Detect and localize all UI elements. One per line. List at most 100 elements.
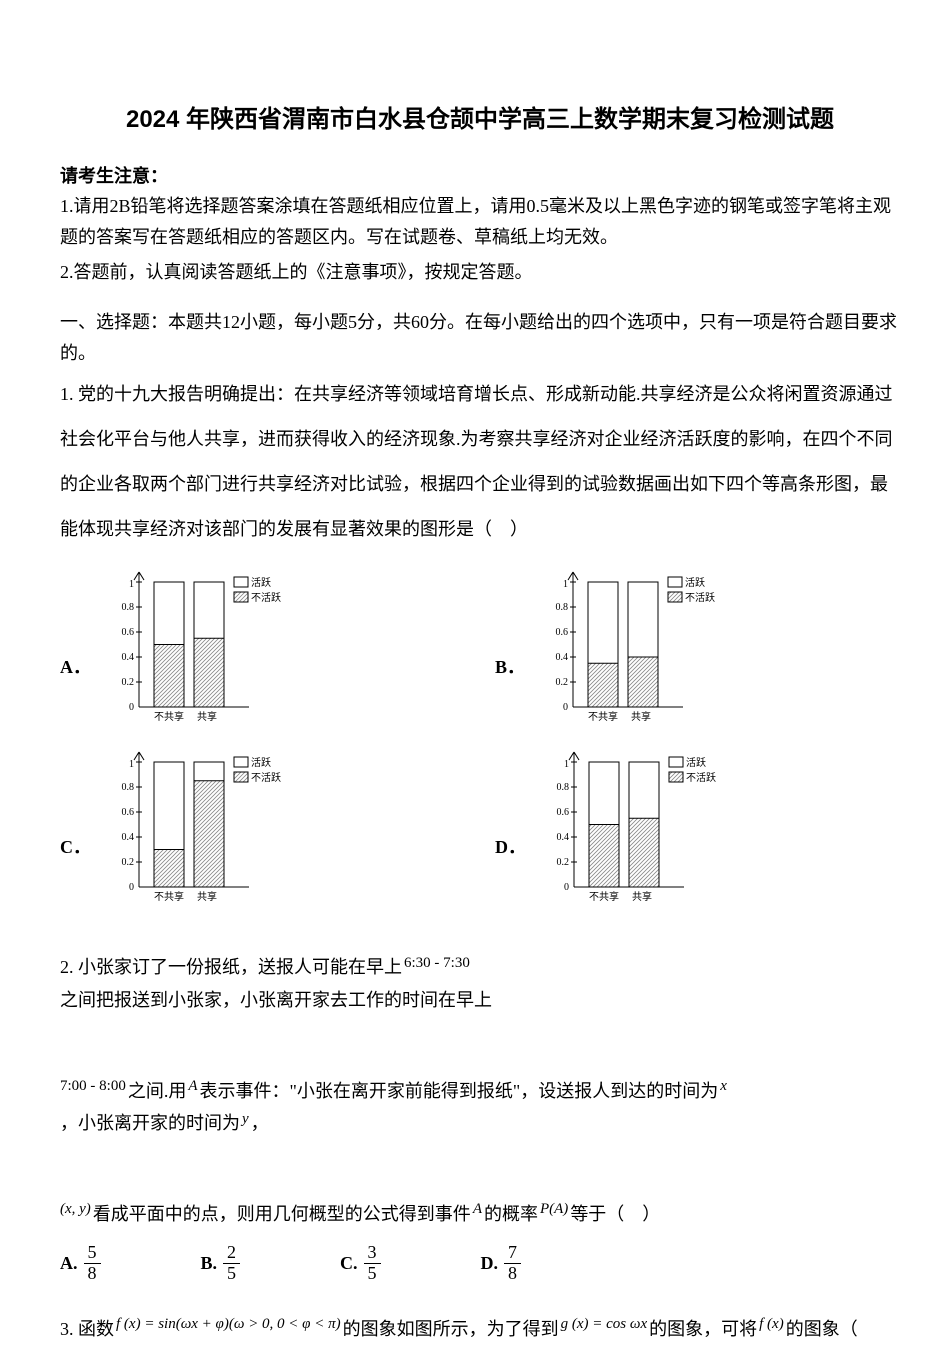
page-title: 2024 年陕西省渭南市白水县仓颉中学高三上数学期末复习检测试题 — [60, 100, 900, 141]
q3-suffix: 的图象（ — [786, 1314, 858, 1345]
q2-prefix1: 2. 小张家订了一份报纸，送报人可能在早上 — [60, 952, 402, 983]
svg-text:0.6: 0.6 — [122, 807, 135, 818]
q3-mid1: 的图象如图所示，为了得到 — [343, 1314, 559, 1345]
q2-pA: P(A) — [540, 1197, 568, 1223]
q2-opt-c-den: 5 — [364, 1264, 381, 1284]
q2-option-c: C. 3 5 — [340, 1243, 381, 1284]
svg-text:0.6: 0.6 — [557, 807, 570, 818]
q1-text: 1. 党的十九大报告明确提出：在共享经济等领域培育增长点、形成新动能.共享经济是… — [60, 372, 900, 552]
svg-text:活跃: 活跃 — [251, 757, 271, 769]
q1-charts: A． 0 0.2 0.4 0.6 0.8 1 — [60, 562, 900, 912]
q2-varX: x — [720, 1074, 727, 1100]
svg-text:活跃: 活跃 — [251, 577, 271, 589]
question-2: 2. 小张家订了一份报纸，送报人可能在早上 6:30 - 7:30 之间把报送到… — [60, 952, 900, 1284]
svg-text:共享: 共享 — [197, 710, 217, 723]
svg-text:活跃: 活跃 — [685, 577, 705, 589]
svg-text:0: 0 — [563, 702, 568, 713]
q3-prefix: 3. 函数 — [60, 1314, 114, 1345]
q2-opt-b-label: B. — [201, 1248, 218, 1279]
svg-text:0.2: 0.2 — [557, 857, 570, 868]
svg-text:不共享: 不共享 — [154, 890, 184, 903]
svg-text:共享: 共享 — [631, 710, 651, 723]
chart-label-c: C． — [60, 832, 91, 863]
svg-text:0.2: 0.2 — [556, 677, 569, 688]
svg-text:不活跃: 不活跃 — [251, 772, 281, 784]
question-1: 1. 党的十九大报告明确提出：在共享经济等领域培育增长点、形成新动能.共享经济是… — [60, 372, 900, 912]
svg-text:不活跃: 不活跃 — [251, 592, 281, 604]
q3-mid2: 的图象，可将 — [649, 1314, 757, 1345]
svg-text:0: 0 — [129, 702, 134, 713]
q2-option-b: B. 2 5 — [201, 1243, 241, 1284]
svg-text:0.2: 0.2 — [122, 857, 135, 868]
chart-c: 00.20.4 0.60.81 活跃 不活跃 不共享共享 — [99, 742, 319, 912]
q2-mid6: 的概率 — [484, 1199, 538, 1230]
svg-text:不活跃: 不活跃 — [686, 772, 716, 784]
q2-mid4: ，小张离开家的时间为 — [60, 1108, 240, 1139]
q2-mid5: 看成平面中的点，则用几何概型的公式得到事件 — [93, 1199, 471, 1230]
q2-opt-a-num: 5 — [84, 1243, 101, 1264]
svg-text:不共享: 不共享 — [588, 710, 618, 723]
svg-text:0.4: 0.4 — [122, 832, 135, 843]
chart-item-a: A． 0 0.2 0.4 0.6 0.8 1 — [60, 562, 465, 732]
q2-opt-a-label: A. — [60, 1248, 78, 1279]
chart-label-d: D． — [495, 832, 526, 863]
q2-opt-d-num: 7 — [504, 1243, 521, 1264]
svg-text:共享: 共享 — [632, 890, 652, 903]
notice-2: 2.答题前，认真阅读答题纸上的《注意事项》，按规定答题。 — [60, 257, 900, 288]
chart-label-b: B． — [495, 652, 525, 683]
svg-text:活跃: 活跃 — [686, 757, 706, 769]
question-3: 3. 函数 f (x) = sin(ωx + φ)(ω > 0, 0 < φ <… — [60, 1314, 900, 1345]
q2-mid3: 表示事件："小张在离开家前能得到报纸"，设送报人到达的时间为 — [200, 1076, 719, 1107]
svg-text:1: 1 — [563, 579, 568, 590]
svg-text:0.8: 0.8 — [556, 602, 569, 613]
svg-text:0.2: 0.2 — [122, 677, 135, 688]
svg-text:1: 1 — [129, 579, 134, 590]
chart-item-c: C． 00.20.4 0.60.81 — [60, 742, 465, 912]
svg-text:0.4: 0.4 — [122, 652, 135, 663]
section-header: 一、选择题：本题共12小题，每小题5分，共60分。在每小题给出的四个选项中，只有… — [60, 307, 900, 368]
q2-suffix1: 之间把报送到小张家，小张离开家去工作的时间在早上 — [60, 985, 492, 1016]
q3-g1: g (x) = cos ωx — [561, 1312, 648, 1338]
q2-option-d: D. 7 8 — [481, 1243, 522, 1284]
q2-varA2: A — [473, 1197, 482, 1223]
q2-opt-d-label: D. — [481, 1248, 499, 1279]
q2-opt-b-den: 5 — [223, 1264, 240, 1284]
chart-item-b: B． 0 0.2 0.4 0.6 0.8 1 — [495, 562, 900, 732]
q2-comma: ， — [251, 1108, 269, 1139]
q2-opt-b-num: 2 — [223, 1243, 240, 1264]
q2-opt-d-den: 8 — [504, 1264, 521, 1284]
svg-text:0: 0 — [564, 882, 569, 893]
q2-opt-c-label: C. — [340, 1248, 358, 1279]
chart-item-d: D． 0 0.2 0.4 0.6 0.8 1 — [495, 742, 900, 912]
svg-text:0.8: 0.8 — [557, 782, 570, 793]
svg-text:不活跃: 不活跃 — [685, 592, 715, 604]
svg-text:0: 0 — [129, 882, 134, 893]
q2-options: A. 5 8 B. 2 5 C. 3 5 D. 7 8 — [60, 1243, 900, 1284]
notice-header: 请考生注意： — [60, 161, 900, 192]
chart-b: 0 0.2 0.4 0.6 0.8 1 活跃 不活跃 不共享共享 — [533, 562, 753, 732]
q2-opt-c-num: 3 — [364, 1243, 381, 1264]
q2-opt-a-den: 8 — [84, 1264, 101, 1284]
svg-text:1: 1 — [564, 759, 569, 770]
svg-text:1: 1 — [129, 759, 134, 770]
chart-a: 0 0.2 0.4 0.6 0.8 1 — [99, 562, 319, 732]
q2-option-a: A. 5 8 — [60, 1243, 101, 1284]
q3-f1: f (x) = sin(ωx + φ)(ω > 0, 0 < φ < π) — [116, 1312, 341, 1338]
chart-label-a: A． — [60, 652, 91, 683]
svg-text:0.4: 0.4 — [556, 652, 569, 663]
svg-text:0.4: 0.4 — [557, 832, 570, 843]
q2-mid2: 之间.用 — [128, 1076, 187, 1107]
notice-1: 1.请用2B铅笔将选择题答案涂填在答题纸相应位置上，请用0.5毫米及以上黑色字迹… — [60, 191, 900, 252]
q2-time1: 6:30 - 7:30 — [404, 951, 470, 977]
svg-text:0.6: 0.6 — [556, 627, 569, 638]
q3-f2: f (x) — [759, 1312, 784, 1338]
q2-pair: (x, y) — [60, 1197, 91, 1223]
chart-d: 0 0.2 0.4 0.6 0.8 1 活跃 不活跃 不共享共享 — [534, 742, 754, 912]
q2-time2: 7:00 - 8:00 — [60, 1074, 126, 1100]
svg-text:不共享: 不共享 — [589, 890, 619, 903]
svg-text:不共享: 不共享 — [154, 710, 184, 723]
q2-varY: y — [242, 1107, 249, 1133]
q2-mid7: 等于（ ） — [570, 1199, 660, 1230]
svg-text:0.6: 0.6 — [122, 627, 135, 638]
svg-text:共享: 共享 — [197, 890, 217, 903]
